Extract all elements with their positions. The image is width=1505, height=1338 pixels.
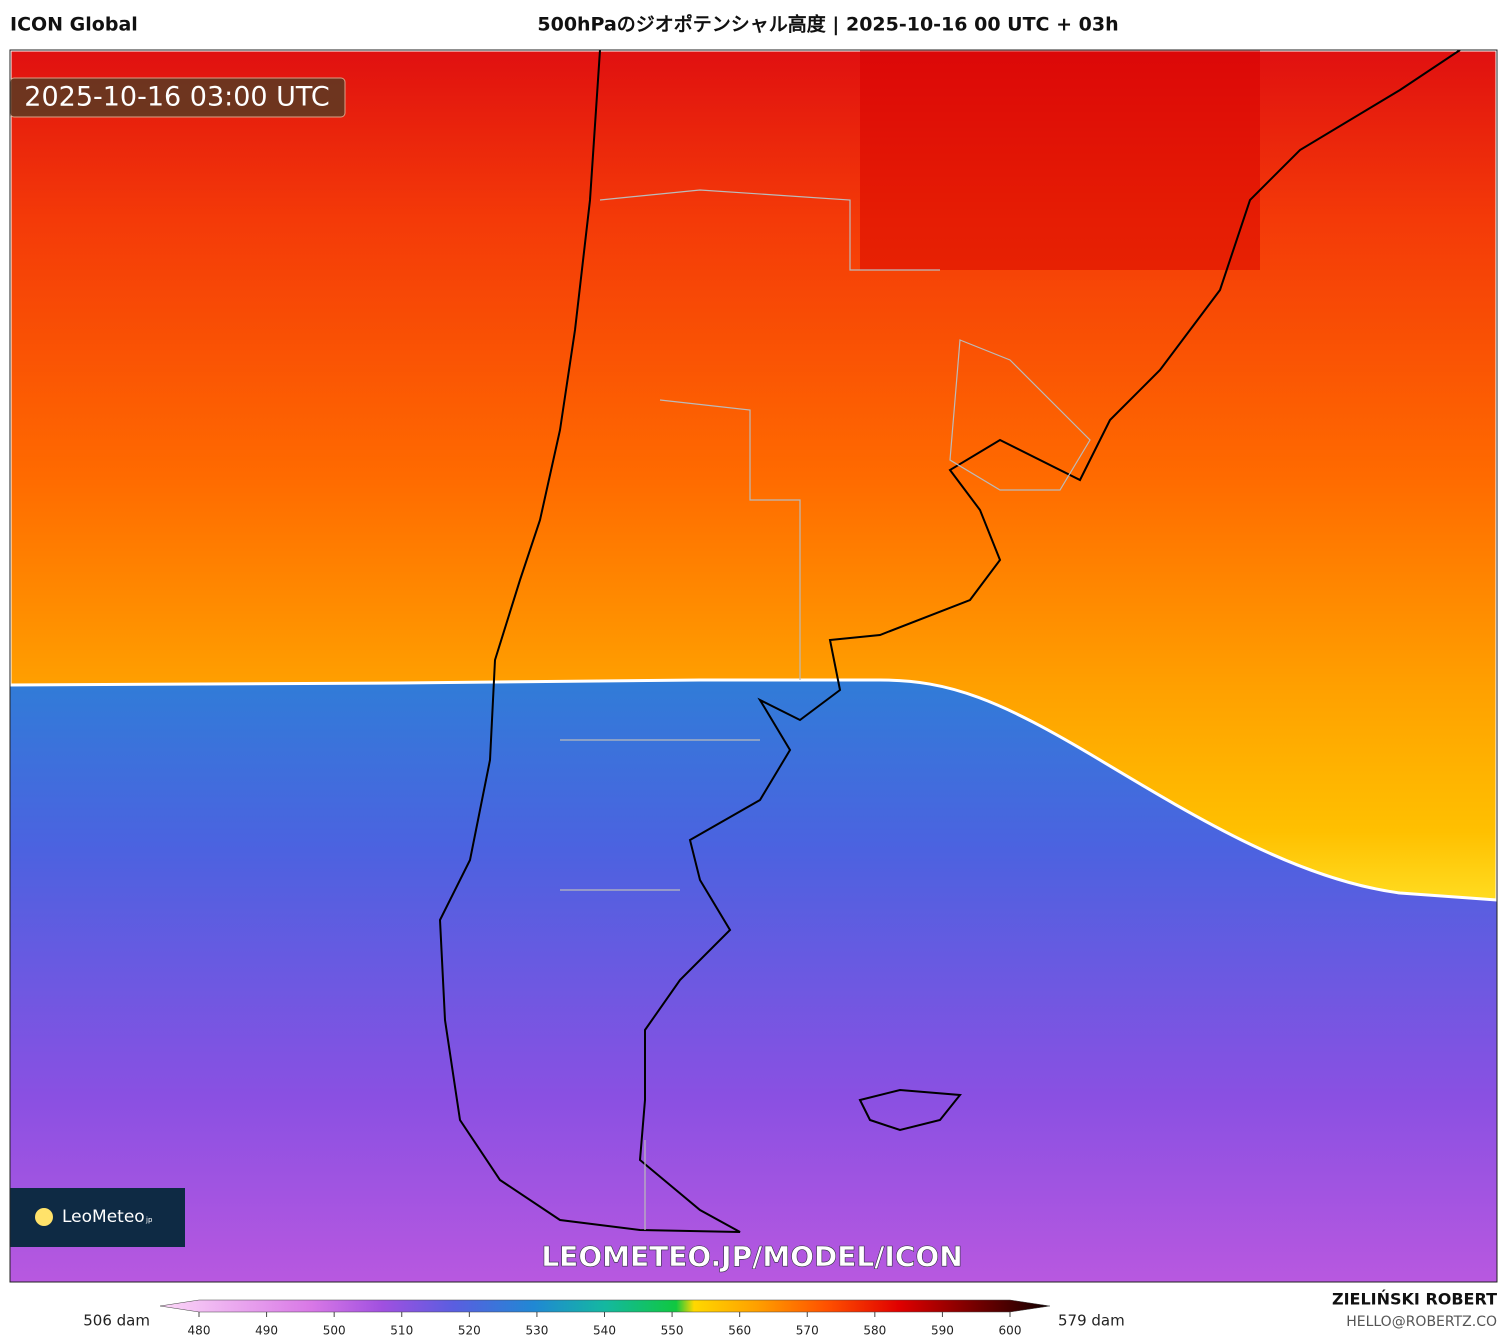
- colorbar-tick-label: 510: [390, 1324, 413, 1338]
- logo-suffix: jp: [145, 1216, 153, 1224]
- colorbar-tick-label: 530: [525, 1324, 548, 1338]
- timestamp-box: [10, 77, 346, 118]
- map: 2025-10-16 03:00 UTC LeoMeteo jp LEOMETE…: [10, 50, 1497, 1282]
- colorbar-tick-label: 560: [728, 1324, 751, 1338]
- falklands: [858, 1088, 962, 1132]
- map-frame: [9, 49, 1498, 1283]
- colorbar-tick-label: 570: [796, 1324, 819, 1338]
- logo-brand: LeoMeteo: [62, 1207, 145, 1227]
- model-name: ICON Global: [10, 14, 138, 36]
- colorbar: 480 490 500 510 520 530 540 550 560 570 580 590 600: [159, 1299, 1051, 1338]
- colorbar-min: 506 dam: [83, 1312, 150, 1330]
- borders: [560, 189, 1091, 1230]
- colorbar-bar: [159, 1299, 1051, 1313]
- colorbar-tick-label: 540: [593, 1324, 616, 1338]
- colorbar-tick-label: 590: [931, 1324, 954, 1338]
- colorbar-tick-label: 500: [323, 1324, 346, 1338]
- timestamp: 2025-10-16 03:00 UTC: [24, 82, 329, 113]
- logo-sun: [35, 1208, 53, 1226]
- colorbar-max: 579 dam: [1058, 1312, 1125, 1330]
- colorbar-tick-label: 600: [999, 1324, 1022, 1338]
- colorbar-tick-label: 550: [661, 1324, 684, 1338]
- core-field: [860, 50, 1260, 270]
- colorbar-tick-label: 520: [458, 1324, 481, 1338]
- coastline: [438, 50, 1461, 1233]
- watermark: LEOMETEO.JP/MODEL/ICON: [541, 1240, 962, 1273]
- colorbar-tick-label: 580: [863, 1324, 886, 1338]
- author: ZIELIŃSKI ROBERT: [1332, 1290, 1497, 1309]
- colorbar-tick-label: 490: [255, 1324, 278, 1338]
- colorbar-tick-label: 480: [188, 1324, 211, 1338]
- contact: HELLO@ROBERTZ.CO: [1346, 1314, 1497, 1330]
- map-title: 500hPaのジオポテンシャル高度 | 2025-10-16 00 UTC + …: [537, 13, 1118, 36]
